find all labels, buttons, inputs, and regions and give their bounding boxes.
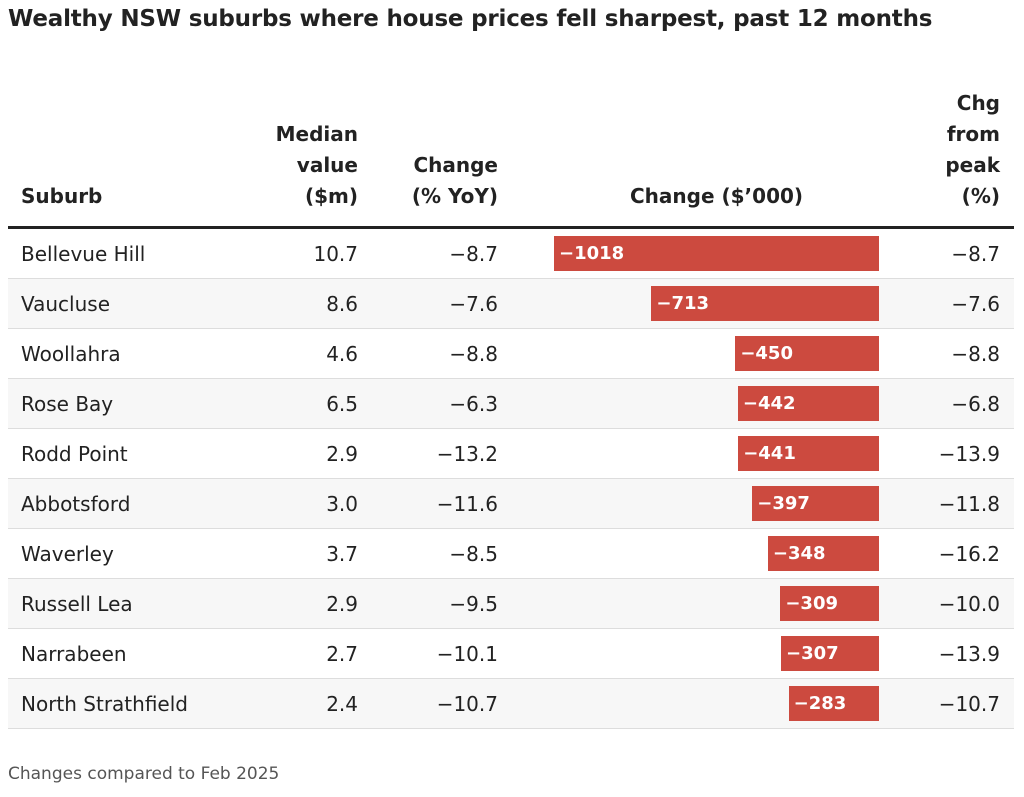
change-yoy: −9.5 <box>449 592 498 616</box>
change-yoy: −8.7 <box>449 242 498 266</box>
header-peak-line-3: peak <box>945 153 1000 177</box>
change-bar-label: −309 <box>785 593 838 614</box>
suburb-name: Rodd Point <box>21 442 128 466</box>
change-from-peak: −11.8 <box>938 492 1000 516</box>
table-row: Woollahra 4.6 −8.8 −450 −8.8 <box>8 329 1014 379</box>
header-suburb: Suburb <box>21 181 102 212</box>
change-from-peak: −16.2 <box>938 542 1000 566</box>
header-peak-line-2: from <box>946 122 1000 146</box>
median-value: 10.7 <box>313 242 358 266</box>
change-bar <box>780 586 879 621</box>
change-bar <box>788 686 879 721</box>
suburb-name: Russell Lea <box>21 592 133 616</box>
change-bar <box>752 486 879 521</box>
change-bar <box>767 536 879 571</box>
suburb-name: Bellevue Hill <box>21 242 146 266</box>
suburb-name: Abbotsford <box>21 492 131 516</box>
table-row: Rose Bay 6.5 −6.3 −442 −6.8 <box>8 379 1014 429</box>
change-yoy: −13.2 <box>436 442 498 466</box>
change-from-peak: −13.9 <box>938 442 1000 466</box>
suburb-name: North Strathfield <box>21 692 188 716</box>
suburb-name: Waverley <box>21 542 114 566</box>
change-from-peak: −7.6 <box>951 292 1000 316</box>
change-yoy: −10.1 <box>436 642 498 666</box>
change-bar <box>738 436 879 471</box>
header-yoy-line-2: (% YoY) <box>411 184 498 208</box>
median-value: 8.6 <box>326 292 358 316</box>
change-yoy: −8.5 <box>449 542 498 566</box>
change-bar-label: −348 <box>772 543 826 564</box>
median-value: 3.0 <box>326 492 358 516</box>
footnote: Changes compared to Feb 2025 <box>8 764 280 784</box>
header-peak-line-4: (%) <box>961 184 1000 208</box>
table-row: North Strathfield 2.4 −10.7 −283 −10.7 <box>8 679 1014 729</box>
median-value: 2.7 <box>326 642 358 666</box>
header-change-yoy: Change (% YoY) <box>378 150 498 212</box>
change-bar-label: −441 <box>743 443 796 464</box>
change-yoy: −11.6 <box>436 492 498 516</box>
header-suburb-line: Suburb <box>21 184 103 208</box>
table-row: Abbotsford 3.0 −11.6 −397 −11.8 <box>8 479 1014 529</box>
header-change-line: Change ($’000) <box>630 184 804 208</box>
median-value: 6.5 <box>326 392 358 416</box>
suburb-name: Woollahra <box>21 342 121 366</box>
header-yoy-line-1: Change <box>413 153 498 177</box>
change-bar <box>735 336 879 371</box>
change-bar <box>651 286 879 321</box>
median-value: 4.6 <box>326 342 358 366</box>
change-yoy: −10.7 <box>436 692 498 716</box>
median-value: 2.9 <box>326 442 358 466</box>
change-from-peak: −10.0 <box>938 592 1000 616</box>
change-yoy: −7.6 <box>449 292 498 316</box>
change-from-peak: −13.9 <box>938 642 1000 666</box>
table-body: Bellevue Hill 10.7 −8.7 −1018 −8.7 Vaucluse 8.… <box>8 229 1014 729</box>
median-value: 3.7 <box>326 542 358 566</box>
change-bar-label: −307 <box>785 643 839 664</box>
header-change-from-peak: Chg from peak (%) <box>900 88 1000 212</box>
change-bar <box>780 636 879 671</box>
chart-title: Wealthy NSW suburbs where house prices f… <box>8 6 933 32</box>
change-from-peak: −10.7 <box>938 692 1000 716</box>
suburb-name: Narrabeen <box>21 642 127 666</box>
suburb-name: Vaucluse <box>21 292 111 316</box>
table-row: Russell Lea 2.9 −9.5 −309 −10.0 <box>8 579 1014 629</box>
suburb-name: Rose Bay <box>21 392 114 416</box>
median-value: 2.4 <box>326 692 358 716</box>
change-yoy: −8.8 <box>449 342 498 366</box>
header-median-value: Median value ($m) <box>238 119 358 212</box>
change-bar-label: −713 <box>656 293 710 314</box>
header-median-line-1: Median <box>275 122 358 146</box>
header-rule <box>8 226 1014 229</box>
change-bar-label: −283 <box>793 693 847 714</box>
table-row: Rodd Point 2.9 −13.2 −441 −13.9 <box>8 429 1014 479</box>
change-yoy: −6.3 <box>449 392 498 416</box>
change-bar-label: −450 <box>740 343 793 364</box>
change-from-peak: −6.8 <box>951 392 1000 416</box>
change-bar-label: −442 <box>742 393 796 414</box>
table-row: Waverley 3.7 −8.5 −348 −16.2 <box>8 529 1014 579</box>
table-row: Vaucluse 8.6 −7.6 −713 −7.6 <box>8 279 1014 329</box>
header-median-line-3: ($m) <box>304 184 358 208</box>
change-bar-label: −397 <box>757 493 810 514</box>
change-from-peak: −8.7 <box>951 242 1000 266</box>
table-row: Bellevue Hill 10.7 −8.7 −1018 −8.7 <box>8 229 1014 279</box>
header-change-dollars: Change ($’000) <box>630 181 803 212</box>
table-row: Narrabeen 2.7 −10.1 −307 −13.9 <box>8 629 1014 679</box>
change-bar <box>554 236 879 271</box>
header-median-line-2: value <box>296 153 358 177</box>
header-peak-line-1: Chg <box>956 91 1000 115</box>
change-from-peak: −8.8 <box>951 342 1000 366</box>
median-value: 2.9 <box>326 592 358 616</box>
change-bar <box>737 386 879 421</box>
change-bar-label: −1018 <box>559 243 625 264</box>
